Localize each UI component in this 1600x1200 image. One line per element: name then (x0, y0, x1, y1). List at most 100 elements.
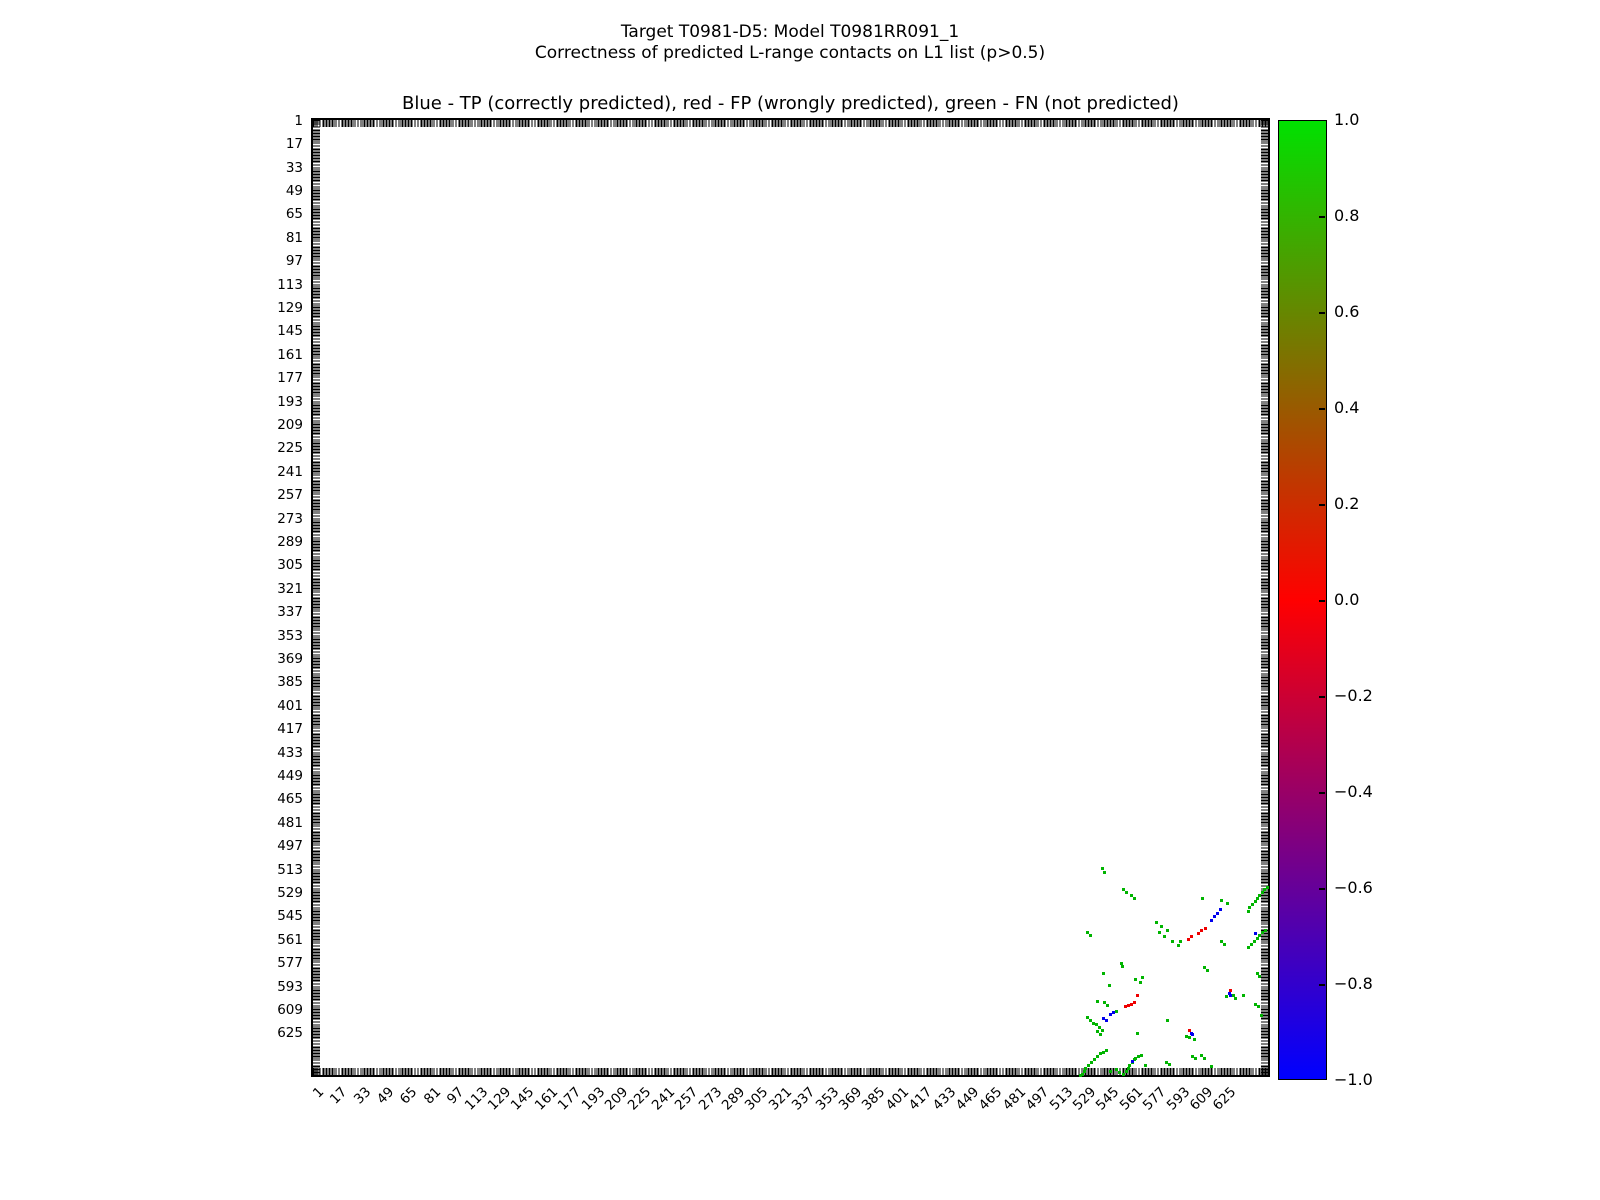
scatter-point-tp_blue (1101, 1017, 1105, 1021)
scatter-point-fn_green (1166, 1018, 1170, 1022)
scatter-point-tp_blue (1213, 914, 1217, 918)
scatter-point-fn_green (1255, 897, 1259, 901)
scatter-point-fn_green (1088, 933, 1092, 937)
scatter-point-fn_green (1233, 996, 1237, 1000)
axes-title: Blue - TP (correctly predicted), red - F… (402, 93, 1179, 114)
scatter-point-fn_green (1096, 1030, 1100, 1034)
scatter-point-tp_blue (1109, 1012, 1113, 1016)
y-tick-label: 305 (277, 557, 303, 574)
y-tick-label: 401 (277, 697, 303, 714)
scatter-point-fn_green (1223, 942, 1227, 946)
colorbar-tick-label: −0.2 (1334, 686, 1373, 705)
scatter-point-fn_green (1220, 939, 1224, 943)
colorbar (1278, 120, 1327, 1080)
scatter-point-fn_green (1160, 925, 1164, 929)
scatter-point-fn_green (1122, 1072, 1126, 1076)
scatter-point-tp_blue (1218, 907, 1222, 911)
tick-comb-right (1261, 120, 1268, 1075)
y-tick-label: 177 (277, 370, 303, 387)
y-tick-label: 337 (277, 604, 303, 621)
scatter-point-fn_green (1101, 971, 1105, 975)
scatter-point-fn_green (1258, 894, 1262, 898)
scatter-point-fn_green (1138, 980, 1142, 984)
scatter-point-fn_green (1264, 929, 1268, 933)
tick-comb-top (313, 120, 1268, 127)
scatter-point-fn_green (1115, 1009, 1119, 1013)
scatter-point-fn_green (1192, 1037, 1196, 1041)
scatter-point-tp_blue (1112, 1011, 1116, 1015)
scatter-point-fn_green (1091, 1021, 1095, 1025)
colorbar-tick-label: −1.0 (1334, 1070, 1373, 1089)
y-tick-label: 353 (277, 627, 303, 644)
y-tick-label: 241 (277, 463, 303, 480)
colorbar-tick (1319, 696, 1325, 698)
scatter-point-fn_green (1141, 976, 1145, 980)
scatter-point-fn_green (1202, 1056, 1206, 1060)
y-tick-label: 225 (277, 440, 303, 457)
scatter-point-fn_green (1099, 1033, 1103, 1037)
scatter-point-fn_green (1220, 898, 1224, 902)
scatter-point-fn_green (1135, 1031, 1139, 1035)
scatter-point-fn_green (1129, 894, 1133, 898)
y-tick-label: 33 (285, 159, 303, 176)
scatter-point-fn_green (1125, 1069, 1129, 1073)
y-tick-label: 545 (277, 908, 303, 925)
scatter-point-tp_blue (1216, 911, 1220, 915)
scatter-point-fn_green (1262, 888, 1266, 892)
scatter-point-tp_blue (1104, 1018, 1108, 1022)
scatter-point-fn_green (1258, 974, 1262, 978)
colorbar-tick-label: 0.6 (1334, 302, 1360, 321)
scatter-points (313, 120, 1269, 1078)
scatter-point-tp_blue (1131, 1059, 1135, 1063)
y-tick-label: 609 (277, 1001, 303, 1018)
scatter-point-fn_green (1109, 1069, 1113, 1073)
y-tick-label: 433 (277, 744, 303, 761)
scatter-point-fn_green (1246, 910, 1250, 914)
scatter-point-fn_green (1090, 1061, 1094, 1065)
scatter-point-fn_green (1251, 903, 1255, 907)
scatter-point-fn_green (1261, 930, 1265, 934)
scatter-point-fn_green (1255, 971, 1259, 975)
y-tick-label: 481 (277, 814, 303, 831)
scatter-point-fn_green (1132, 897, 1136, 901)
scatter-point-fp_red (1204, 926, 1208, 930)
figure-title-line1: Target T0981-D5: Model T0981RR091_1 (620, 22, 960, 42)
scatter-point-fp_red (1186, 938, 1190, 942)
colorbar-gradient (1279, 121, 1326, 1079)
scatter-point-fn_green (1191, 1055, 1195, 1059)
scatter-point-fn_green (1096, 1055, 1100, 1059)
figure-title-line2: Correctness of predicted L-range contact… (534, 43, 1046, 63)
y-tick-label: 129 (277, 299, 303, 316)
scatter-point-fn_green (1249, 942, 1253, 946)
scatter-point-fn_green (1139, 1053, 1143, 1057)
scatter-point-fn_green (1166, 929, 1170, 933)
y-tick-label: 529 (277, 884, 303, 901)
y-tick-label: 497 (277, 838, 303, 855)
scatter-point-fn_green (1103, 1001, 1107, 1005)
scatter-point-fn_green (1100, 866, 1104, 870)
scatter-point-fp_red (1229, 989, 1233, 993)
scatter-point-tp_blue (1210, 919, 1214, 923)
scatter-point-fn_green (1093, 1058, 1097, 1062)
colorbar-tick (1319, 888, 1325, 890)
y-tick-label: 465 (277, 791, 303, 808)
scatter-point-fn_green (1210, 1065, 1214, 1069)
scatter-point-fn_green (1103, 870, 1107, 874)
scatter-point-fn_green (1137, 1055, 1141, 1059)
scatter-point-fn_green (1096, 999, 1100, 1003)
colorbar-tick-label: 0.8 (1334, 206, 1360, 225)
tick-comb-bottom (313, 1068, 1268, 1075)
y-tick-label: 449 (277, 767, 303, 784)
y-tick-label: 273 (277, 510, 303, 527)
scatter-point-fn_green (1205, 968, 1209, 972)
tick-comb-left (313, 120, 320, 1075)
scatter-point-fn_green (1185, 1034, 1189, 1038)
scatter-point-fn_green (1254, 1002, 1258, 1006)
scatter-point-fn_green (1088, 1018, 1092, 1022)
colorbar-tick (1319, 600, 1325, 602)
scatter-point-fn_green (1115, 1068, 1119, 1072)
scatter-point-fn_green (1084, 1066, 1088, 1070)
scatter-point-fn_green (1085, 1015, 1089, 1019)
scatter-point-fp_red (1197, 932, 1201, 936)
plot-area (311, 118, 1270, 1078)
